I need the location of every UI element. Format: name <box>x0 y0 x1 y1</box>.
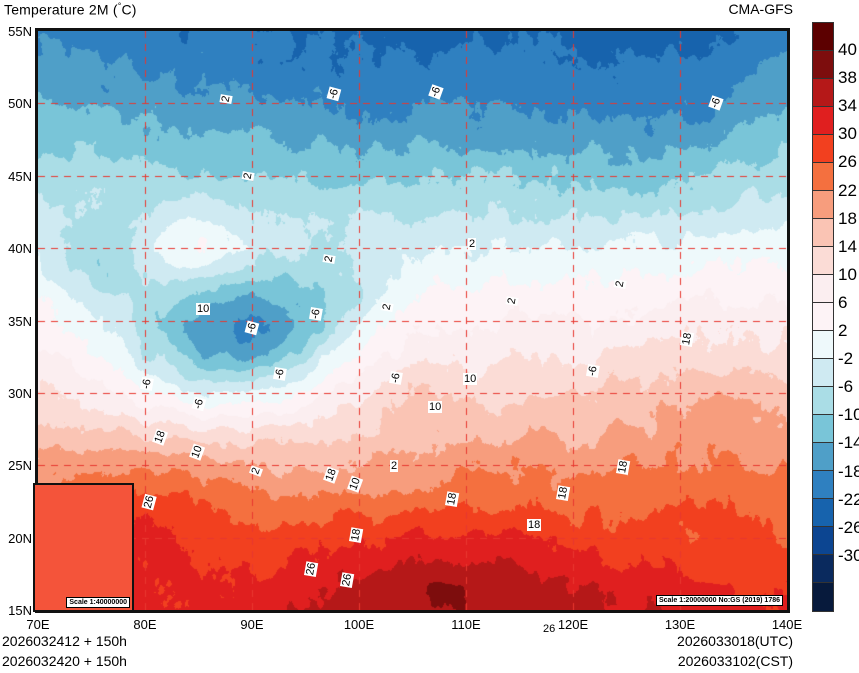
colorbar-swatch-15 <box>813 443 833 471</box>
contour-label-minus6: -6 <box>272 367 287 381</box>
latitude-tick-15N: 15N <box>8 603 32 618</box>
colorbar-tick-2: 2 <box>838 321 848 341</box>
colorbar-tick--14: -14 <box>838 433 859 453</box>
colorbar-tick--26: -26 <box>838 517 859 537</box>
longitude-tick-120E: 120E <box>557 617 589 632</box>
contour-label-2: 2 <box>390 460 399 472</box>
contour-label-10: 10 <box>196 303 211 315</box>
contour-label-2: 2 <box>468 238 477 250</box>
longitude-tick-130E: 130E <box>664 617 696 632</box>
colorbar-tick-22: 22 <box>838 180 857 200</box>
footer-valid-time-cst: 2026033102(CST) <box>677 653 793 669</box>
contour-label-minus6: -6 <box>139 377 154 391</box>
colorbar-tick-38: 38 <box>838 68 857 88</box>
inset-map-canvas <box>35 485 132 610</box>
longitude-tick-110E: 110E <box>451 617 481 632</box>
colorbar-swatch-4 <box>813 135 833 163</box>
colorbar-tick--10: -10 <box>838 405 859 425</box>
colorbar-swatch-8 <box>813 247 833 275</box>
longitude-tick-80E: 80E <box>133 617 157 632</box>
latitude-tick-30N: 30N <box>8 385 32 401</box>
latitude-tick-35N: 35N <box>8 313 32 329</box>
colorbar-swatch-17 <box>813 499 833 527</box>
colorbar-swatch-3 <box>813 107 833 135</box>
latitude-tick-20N: 20N <box>8 530 32 546</box>
colorbar-swatch-12 <box>813 359 833 387</box>
colorbar-tick-30: 30 <box>838 124 857 144</box>
footer-init-time-cst: 2026032420 + 150h <box>2 653 127 669</box>
contour-label-18: 18 <box>555 484 571 502</box>
model-label: CMA-GFS <box>728 1 793 17</box>
colorbar-swatch-20 <box>813 583 833 611</box>
latitude-tick-25N: 25N <box>8 458 32 474</box>
colorbar-swatch-14 <box>813 415 833 443</box>
colorbar-tick-34: 34 <box>838 96 857 116</box>
map-scale-tag: Scale 1:20000000 No:GS (2019) 1786 <box>655 595 783 606</box>
contour-label-18: 18 <box>348 526 364 544</box>
contour-label-18: 18 <box>679 330 695 348</box>
contour-label-26: 26 <box>339 571 355 589</box>
degree-symbol: ° <box>117 1 122 11</box>
latitude-tick-40N: 40N <box>8 241 32 257</box>
colorbar-swatch-19 <box>813 555 833 583</box>
colorbar-tick--6: -6 <box>838 377 854 397</box>
colorbar-swatch-1 <box>813 51 833 79</box>
contour-label-18: 18 <box>444 490 460 508</box>
contour-label-18: 18 <box>615 458 631 476</box>
map-frame[interactable]: Scale 1:20000000 No:GS (2019) 1786 <box>35 28 790 613</box>
colorbar-swatch-0 <box>813 23 833 51</box>
page-title-unit: C) <box>121 1 137 18</box>
colorbar-tick-6: 6 <box>838 292 848 312</box>
colorbar-swatch-11 <box>813 331 833 359</box>
inset-map[interactable]: Scale 1:40000000 <box>33 483 134 612</box>
page-title: Temperature 2M (°C) <box>4 1 137 18</box>
colorbar-tick-26: 26 <box>838 152 857 172</box>
colorbar-tick--18: -18 <box>838 461 859 481</box>
inset-scale-tag: Scale 1:40000000 <box>66 597 130 608</box>
colorbar-swatch-13 <box>813 387 833 415</box>
longitude-tick-70E: 70E <box>26 617 50 632</box>
page-title-text: Temperature 2M ( <box>4 1 118 18</box>
colorbar-tick--2: -2 <box>838 349 854 369</box>
colorbar-swatch-5 <box>813 163 833 191</box>
colorbar-swatch-10 <box>813 303 833 331</box>
contour-label-26: 26 <box>542 623 557 635</box>
colorbar-tick-40: 40 <box>838 40 857 60</box>
contour-label-10: 10 <box>428 401 443 413</box>
colorbar-tick-10: 10 <box>838 264 857 284</box>
colorbar-tick--22: -22 <box>838 489 859 509</box>
contour-label-10: 10 <box>463 373 478 385</box>
contour-label-minus6: -6 <box>308 307 323 321</box>
temperature-field-canvas <box>38 31 787 610</box>
colorbar-swatch-16 <box>813 471 833 499</box>
colorbar-tick-14: 14 <box>838 236 857 256</box>
longitude-tick-100E: 100E <box>343 617 375 632</box>
longitude-tick-140E: 140E <box>771 617 803 632</box>
colorbar-swatch-7 <box>813 219 833 247</box>
colorbar-swatch-18 <box>813 527 833 555</box>
contour-label-18: 18 <box>527 519 542 531</box>
footer-init-time-utc: 2026032412 + 150h <box>2 633 127 649</box>
longitude-tick-90E: 90E <box>240 617 264 632</box>
colorbar-tick-18: 18 <box>838 208 857 228</box>
colorbar-tick--30: -30 <box>838 545 859 565</box>
contour-label-26: 26 <box>303 560 319 578</box>
colorbar-swatch-9 <box>813 275 833 303</box>
colorbar-swatch-6 <box>813 191 833 219</box>
footer-valid-time-utc: 2026033018(UTC) <box>677 633 793 649</box>
contour-label-minus6: -6 <box>585 364 600 378</box>
latitude-tick-50N: 50N <box>8 96 32 112</box>
colorbar-swatch-2 <box>813 79 833 107</box>
colorbar <box>812 22 834 612</box>
latitude-tick-55N: 55N <box>8 24 32 39</box>
latitude-tick-45N: 45N <box>8 168 32 184</box>
contour-label-minus6: -6 <box>388 371 403 385</box>
